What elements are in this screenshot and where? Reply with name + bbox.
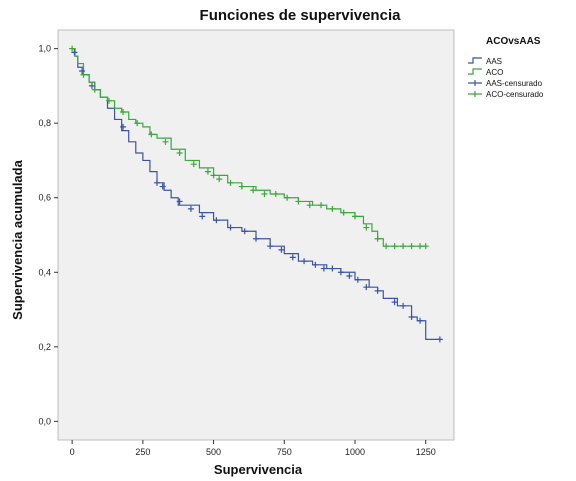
aco-censurado-marker <box>329 205 336 212</box>
aco-censurado-marker <box>295 198 302 205</box>
aas-censurado-marker <box>176 198 183 205</box>
aco-censurado-marker <box>352 213 358 220</box>
aas-censurado-marker <box>301 258 308 265</box>
legend-line-icon <box>468 68 482 75</box>
aas-censurado-marker <box>354 276 361 283</box>
y-tick-label: 0,8 <box>38 118 51 128</box>
aco-censurado-marker <box>204 168 211 175</box>
legend-title: ACOvsAAS <box>486 36 541 47</box>
aas-censurado-marker <box>320 265 327 272</box>
x-tick-label: 250 <box>135 447 150 457</box>
aco-censurado-marker <box>105 97 112 104</box>
aas-censurado-marker <box>337 269 344 276</box>
aas-censurado-marker <box>391 299 398 306</box>
aco-censurado-marker <box>210 172 217 179</box>
x-tick-label: 1000 <box>345 447 365 457</box>
aco-censurado-marker <box>261 191 268 197</box>
y-axis: 0,0 0,2 0,4 0,6 0,8 1,0 <box>38 44 58 426</box>
aco-censurado-marker <box>340 209 347 216</box>
y-axis-label: Supervivencia acumulada <box>10 159 25 319</box>
aas-censurado-marker <box>267 243 274 250</box>
x-tick-label: 1250 <box>416 447 436 457</box>
aas-censurado-marker <box>346 273 353 279</box>
aco-censurado-marker <box>80 71 87 78</box>
aco-censurado-marker <box>306 202 313 209</box>
aas-censurado-marker <box>199 213 206 220</box>
y-tick-label: 0,6 <box>38 193 51 203</box>
aco-censurado-marker <box>190 161 197 168</box>
aas-censurado-marker <box>79 68 86 74</box>
x-tick-label: 0 <box>70 447 75 457</box>
aco-censurado-marker <box>120 109 127 115</box>
aas-censurado-marker <box>278 246 285 253</box>
x-tick-label: 750 <box>277 447 292 457</box>
x-axis: 0 250 500 750 1000 1250 <box>70 440 436 457</box>
aas-censurado-marker <box>71 49 78 56</box>
y-tick-label: 1,0 <box>38 44 51 54</box>
aas-censurado-marker <box>400 302 407 309</box>
aas-censurado-marker <box>289 254 296 261</box>
y-tick-label: 0,2 <box>38 342 51 352</box>
aas-censurado-marker <box>88 82 95 89</box>
legend-plus-icon <box>468 80 482 86</box>
aas-censurado-marker <box>417 317 424 324</box>
aco-censurado-marker <box>318 202 325 209</box>
aas-censurado-marker <box>213 217 220 224</box>
legend-entry-label: AAS <box>486 57 502 66</box>
aas-censurado-marker <box>120 123 127 130</box>
aas-censurado-marker <box>363 284 370 291</box>
aco-censurado-marker <box>176 150 183 156</box>
y-tick-label: 0,4 <box>38 267 51 277</box>
aas-censurado-marker <box>154 179 160 186</box>
censor-layer <box>69 45 443 343</box>
aco-censurado-marker <box>216 176 223 183</box>
aco-censurado-marker <box>272 191 279 197</box>
aas-censurado-marker <box>312 261 319 268</box>
aco-censurado-marker <box>374 235 381 242</box>
legend-symbol-0 <box>468 57 482 64</box>
aas-censurado-marker <box>436 336 443 343</box>
aco-censurado-marker <box>284 194 291 201</box>
aco-censurado-marker <box>422 243 429 250</box>
aco-censurado-marker <box>417 243 424 250</box>
aco-censurado-marker <box>162 138 169 145</box>
aco-censurado-marker <box>238 183 245 190</box>
x-tick-label: 500 <box>206 447 221 457</box>
legend-entry-label: AAS-censurado <box>486 79 543 88</box>
aas-censurado-marker <box>253 235 259 242</box>
aco-censurado-marker <box>91 86 98 93</box>
aco-censurado-marker <box>134 120 141 127</box>
aas-censurado-marker <box>159 183 166 190</box>
aco-censurado-marker <box>400 243 407 250</box>
legend-plus-icon <box>468 91 482 97</box>
x-axis-label: Supervivencia <box>214 462 303 477</box>
aco-censurado-marker <box>363 224 370 231</box>
aas-censurado-marker <box>241 228 248 235</box>
legend-line-icon <box>468 57 482 64</box>
aas-censurado-marker <box>408 314 415 320</box>
aco-censurado-marker <box>408 243 415 250</box>
aco-censurado-marker <box>250 187 257 194</box>
chart-title: Funciones de supervivencia <box>200 7 402 24</box>
legend-entry-label: ACO <box>486 68 503 77</box>
aco-censurado-marker <box>69 45 76 52</box>
aco-censurado-marker <box>391 243 398 250</box>
aco-censurado-marker <box>227 179 234 186</box>
aas-censurado-marker <box>374 287 381 294</box>
aas-censurado-marker <box>187 205 194 212</box>
y-tick-label: 0,0 <box>38 416 51 426</box>
legend-symbol-2 <box>468 80 482 86</box>
aas-censurado-marker <box>227 224 234 231</box>
legend-symbol-1 <box>468 68 482 75</box>
legend-symbol-3 <box>468 91 482 97</box>
legend-entry-label: ACO-censurado <box>486 90 544 99</box>
aco-censurado-marker <box>383 243 390 250</box>
aas-censurado-marker <box>329 265 336 272</box>
legend: ACOvsAAS AAS ACO AAS-censurado ACO-censurad… <box>468 36 544 99</box>
aco-censurado-marker <box>148 131 155 138</box>
